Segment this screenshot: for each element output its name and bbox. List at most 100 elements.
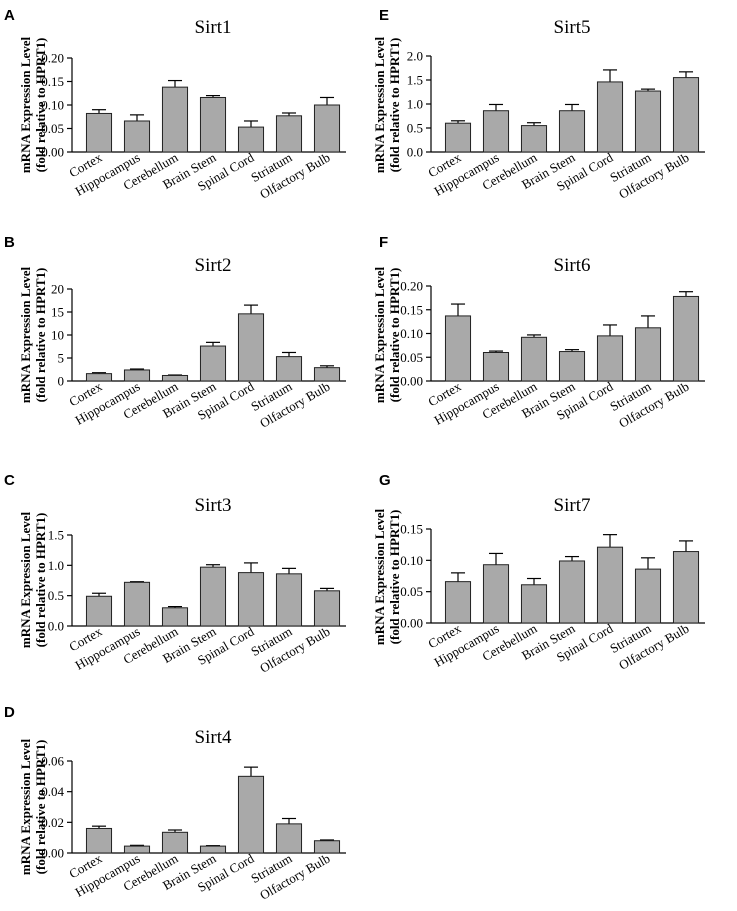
y-tick-label: 0 — [58, 374, 65, 389]
y-axis-label-line1: mRNA Expression Level — [18, 511, 33, 648]
chart-title: Sirt6 — [554, 255, 591, 276]
y-tick-label: 0.00 — [41, 846, 64, 861]
bar — [596, 335, 624, 382]
y-tick-label: 0.15 — [41, 74, 64, 89]
y-tick-label: 1.0 — [407, 97, 423, 112]
y-tick-label: 20 — [51, 282, 64, 297]
bar — [275, 573, 303, 627]
y-tick-label: 0.02 — [41, 815, 64, 830]
bar — [672, 551, 700, 624]
y-axis-label-line1: mRNA Expression Level — [18, 738, 33, 875]
bar — [672, 295, 700, 382]
bar — [123, 581, 151, 627]
bar — [161, 607, 189, 627]
y-tick-label: 0.5 — [48, 588, 64, 603]
y-axis-label-line2: (fold relative to HPRT1) — [33, 38, 48, 173]
panel-letter: A — [4, 7, 15, 24]
chart-panel-e: E Sirt5 mRNA Expression Level(fold relativ… — [372, 7, 705, 202]
panel-letter: B — [4, 234, 15, 251]
y-tick-label: 0.15 — [400, 302, 423, 317]
panel-letter: G — [379, 472, 391, 489]
bar — [161, 374, 189, 382]
bar — [444, 315, 472, 382]
chart-title: Sirt2 — [195, 255, 232, 276]
bar — [596, 81, 624, 153]
bar — [123, 369, 151, 382]
bar — [558, 110, 586, 153]
chart-title: Sirt3 — [195, 495, 232, 516]
panel-letter: E — [379, 7, 389, 24]
y-tick-label: 0.05 — [400, 350, 423, 365]
y-axis-label: mRNA Expression Level(fold relative to H… — [18, 738, 48, 875]
bar — [275, 115, 303, 153]
bar — [596, 546, 624, 624]
bar — [634, 327, 662, 382]
chart-panel-f: F Sirt6 mRNA Expression Level(fold relativ… — [372, 234, 705, 431]
panel-letter: D — [4, 704, 15, 721]
bar — [634, 568, 662, 624]
chart-title: Sirt4 — [195, 727, 232, 748]
bar — [558, 351, 586, 382]
y-tick-label: 0.00 — [41, 145, 64, 160]
y-axis-label-line2: (fold relative to HPRT1) — [387, 510, 402, 645]
bar — [672, 77, 700, 153]
chart-panel-c: C Sirt3 mRNA Expression Level(fold relativ… — [4, 472, 346, 676]
chart-title: Sirt1 — [195, 17, 232, 38]
y-axis-label: mRNA Expression Level(fold relative to H… — [18, 511, 48, 648]
y-tick-label: 1.5 — [48, 528, 64, 543]
panel-letter: C — [4, 472, 15, 489]
y-tick-label: 1.0 — [48, 558, 64, 573]
bar — [634, 90, 662, 153]
y-tick-label: 5 — [58, 351, 65, 366]
bar — [237, 572, 265, 627]
bar — [85, 112, 113, 153]
y-tick-label: 0.00 — [400, 616, 423, 631]
y-tick-label: 15 — [51, 305, 64, 320]
y-tick-label: 10 — [51, 328, 64, 343]
chart-panel-d: D Sirt4 mRNA Expression Level(fold relativ… — [4, 704, 346, 903]
bar — [444, 122, 472, 153]
y-tick-label: 0.20 — [400, 279, 423, 294]
y-axis-label-line1: mRNA Expression Level — [18, 36, 33, 173]
bar — [275, 823, 303, 854]
bar — [85, 827, 113, 854]
bar — [313, 367, 341, 382]
y-axis-label-line1: mRNA Expression Level — [18, 266, 33, 403]
y-axis-label-line1: mRNA Expression Level — [372, 266, 387, 403]
bar — [482, 352, 510, 382]
bar — [313, 840, 341, 854]
y-tick-label: 0.05 — [41, 121, 64, 136]
y-axis-label-line2: (fold relative to HPRT1) — [387, 268, 402, 403]
bar — [85, 373, 113, 382]
bar — [85, 595, 113, 627]
y-tick-label: 0.20 — [41, 51, 64, 66]
bar — [520, 336, 548, 382]
y-tick-label: 0.10 — [400, 326, 423, 341]
y-tick-label: 0.5 — [407, 121, 423, 136]
y-tick-label: 0.15 — [400, 522, 423, 537]
bar — [199, 345, 227, 382]
y-axis-label-line2: (fold relative to HPRT1) — [33, 268, 48, 403]
y-axis-label: mRNA Expression Level(fold relative to H… — [372, 36, 402, 173]
y-axis-label: mRNA Expression Level(fold relative to H… — [18, 36, 48, 173]
y-tick-label: 0.05 — [400, 584, 423, 599]
bar — [520, 125, 548, 153]
bar — [199, 566, 227, 627]
y-tick-label: 0.04 — [41, 784, 64, 799]
y-axis-label: mRNA Expression Level(fold relative to H… — [372, 266, 402, 403]
y-axis-label-line1: mRNA Expression Level — [372, 508, 387, 645]
y-tick-label: 0.0 — [48, 619, 64, 634]
y-tick-label: 0.0 — [407, 145, 423, 160]
y-axis-label: mRNA Expression Level(fold relative to H… — [372, 508, 402, 645]
y-axis-label: mRNA Expression Level(fold relative to H… — [18, 266, 48, 403]
bar — [482, 110, 510, 153]
chart-panel-b: B Sirt2 mRNA Expression Level(fold relativ… — [4, 234, 346, 431]
bar — [237, 313, 265, 382]
bar — [520, 584, 548, 624]
panel-letter: F — [379, 234, 388, 251]
chart-title: Sirt7 — [554, 495, 591, 516]
y-tick-label: 0.10 — [41, 98, 64, 113]
bar — [199, 96, 227, 153]
y-axis-label-line2: (fold relative to HPRT1) — [33, 513, 48, 648]
